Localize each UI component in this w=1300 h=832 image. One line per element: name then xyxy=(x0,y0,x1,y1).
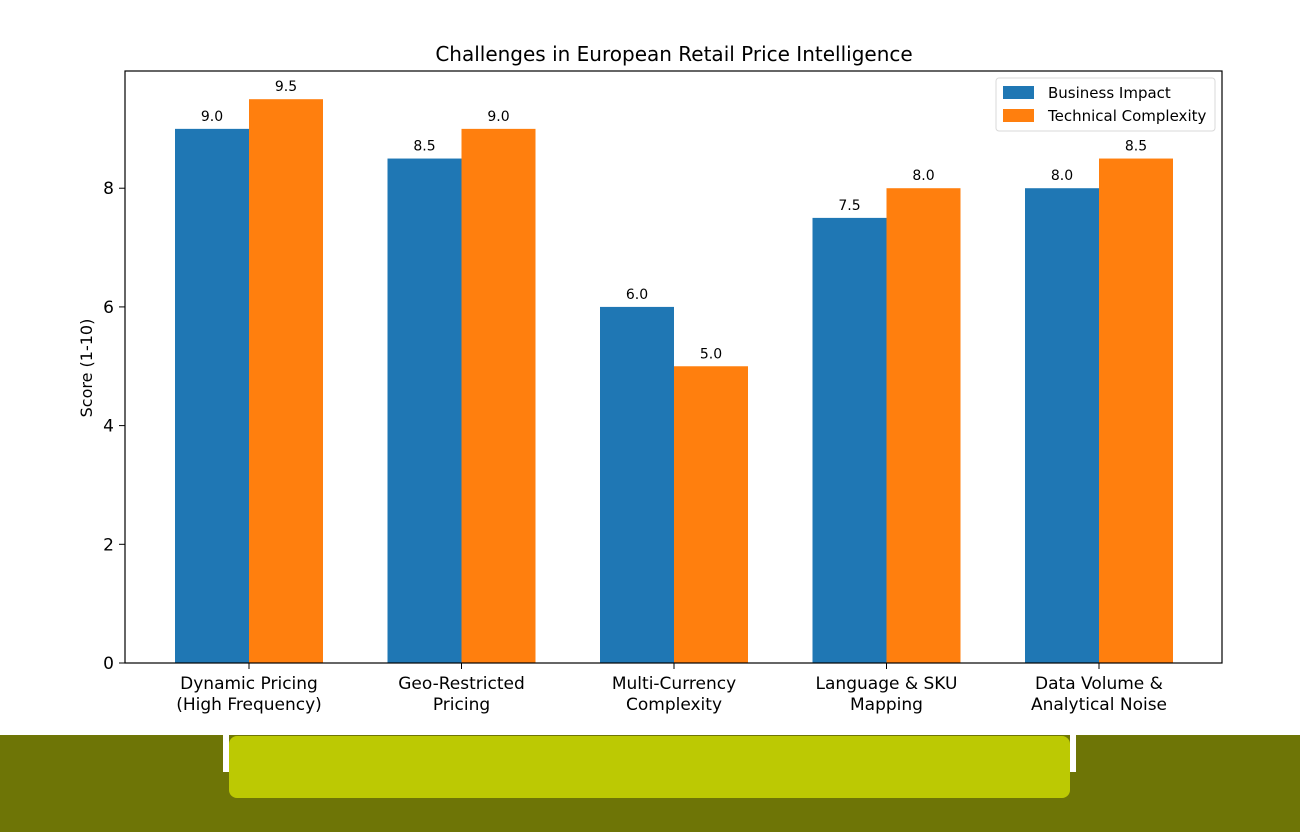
bar-chart: Challenges in European Retail Price Inte… xyxy=(77,42,1223,715)
x-tick-label: Dynamic Pricing xyxy=(180,674,318,694)
legend-box xyxy=(995,77,1216,132)
bar-s1-c2 xyxy=(387,158,462,663)
y-tick-label: 0 xyxy=(103,654,114,674)
bar-label-s2-c4: 8.0 xyxy=(912,168,934,184)
x-tick-label: Data Volume & xyxy=(1035,674,1163,694)
bar-s2-c4 xyxy=(886,188,961,664)
legend-label-1: Business Impact xyxy=(1048,84,1171,102)
bar-s2-c2 xyxy=(461,128,536,664)
footer-bar xyxy=(229,736,1070,798)
y-tick-label: 4 xyxy=(103,417,114,437)
bar-label-s1-c5: 8.0 xyxy=(1051,168,1073,184)
bar-label-s2-c1: 9.5 xyxy=(275,79,297,95)
bars-group xyxy=(175,99,1173,664)
bar-s1-c5 xyxy=(1025,188,1099,664)
bar-label-s1-c3: 6.0 xyxy=(626,287,648,303)
bar-label-s2-c5: 8.5 xyxy=(1125,139,1147,155)
x-tick-label: Mapping xyxy=(850,695,923,715)
bar-s2-c5 xyxy=(1099,158,1173,663)
legend-swatch-2 xyxy=(1003,109,1034,122)
bar-s1-c1 xyxy=(175,128,249,664)
bar-label-s1-c2: 8.5 xyxy=(413,139,435,155)
x-tick-label: Geo-Restricted xyxy=(398,674,525,694)
y-tick-label: 8 xyxy=(103,179,114,199)
bar-label-s1-c1: 9.0 xyxy=(201,109,223,125)
x-tick-label: Language & SKU xyxy=(816,674,958,694)
bar-s2-c3 xyxy=(674,366,748,663)
legend-swatch-1 xyxy=(1003,86,1034,99)
x-tick-label: Complexity xyxy=(626,695,722,715)
bar-s1-c3 xyxy=(600,306,674,663)
x-axis-ticks: Dynamic Pricing(High Frequency) Geo-Restr… xyxy=(176,663,1167,715)
bar-s2-c1 xyxy=(249,99,323,663)
y-axis-label: Score (1-10) xyxy=(77,319,96,418)
bar-s1-c4 xyxy=(812,217,887,664)
y-tick-label: 2 xyxy=(103,535,114,555)
plot-frame xyxy=(124,70,1223,664)
bar-label-s2-c3: 5.0 xyxy=(700,346,722,362)
bar-label-s1-c4: 7.5 xyxy=(838,198,860,214)
x-tick-label: Multi-Currency xyxy=(612,674,736,694)
y-axis-ticks: 0 2 4 6 8 xyxy=(103,179,125,674)
y-tick-label: 6 xyxy=(103,298,114,318)
x-tick-label: Pricing xyxy=(433,695,490,715)
bar-label-s2-c2: 9.0 xyxy=(487,109,509,125)
footer-gap-left xyxy=(223,735,229,772)
x-tick-label: (High Frequency) xyxy=(176,695,322,715)
legend: Business Impact Technical Complexity xyxy=(995,77,1216,132)
footer-gap-right xyxy=(1070,735,1076,772)
bar-value-labels: 9.0 8.5 6.0 7.5 8.0 9.5 9.0 5.0 8.0 8.5 xyxy=(201,79,1147,362)
chart-title: Challenges in European Retail Price Inte… xyxy=(435,42,912,66)
x-tick-label: Analytical Noise xyxy=(1031,695,1167,715)
legend-label-2: Technical Complexity xyxy=(1047,107,1206,125)
